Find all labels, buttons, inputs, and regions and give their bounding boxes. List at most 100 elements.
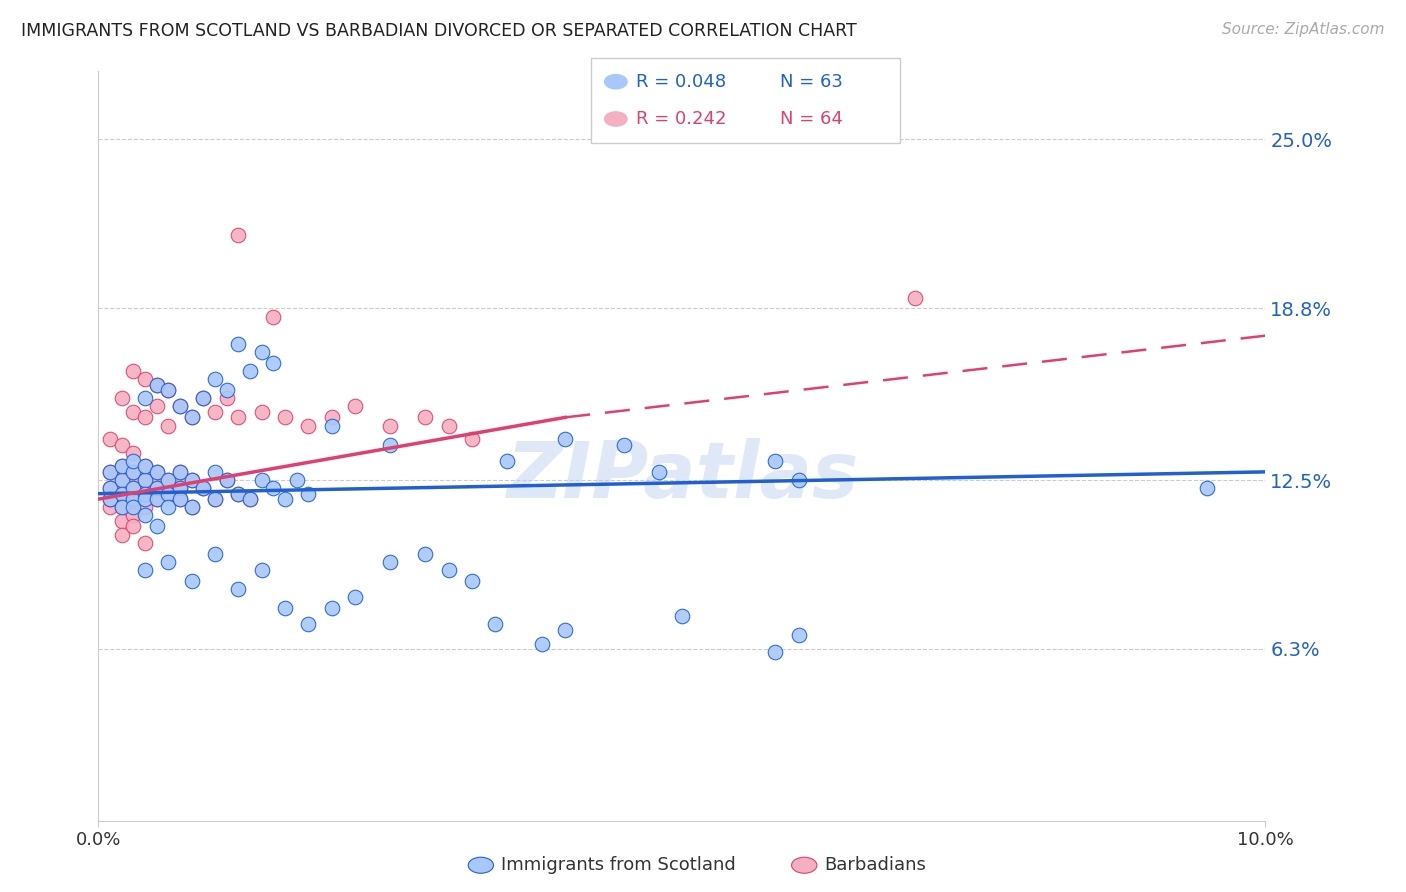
Point — [193, 481, 215, 495]
Text: Source: ZipAtlas.com: Source: ZipAtlas.com — [1222, 22, 1385, 37]
Point — [530, 636, 553, 650]
Point — [169, 492, 191, 507]
Point — [134, 492, 156, 507]
Point — [146, 400, 169, 414]
Point — [111, 473, 134, 487]
Point — [169, 465, 191, 479]
Point — [437, 418, 460, 433]
Point — [321, 601, 343, 615]
Point — [146, 481, 169, 495]
Point — [98, 481, 121, 495]
Point — [413, 410, 436, 425]
Point — [461, 432, 484, 446]
Point — [134, 459, 156, 474]
Point — [763, 645, 786, 659]
Point — [146, 492, 169, 507]
Point — [215, 392, 238, 406]
Text: Immigrants from Scotland: Immigrants from Scotland — [501, 856, 735, 874]
Point — [204, 492, 226, 507]
Point — [146, 465, 169, 479]
Point — [157, 473, 180, 487]
Point — [134, 372, 156, 386]
Point — [169, 492, 191, 507]
Point — [274, 410, 297, 425]
Point — [647, 465, 669, 479]
Point — [228, 410, 250, 425]
Point — [146, 465, 169, 479]
Point — [554, 623, 576, 637]
Point — [146, 377, 169, 392]
Point — [122, 446, 145, 460]
Point — [169, 465, 191, 479]
Point — [111, 437, 134, 451]
Text: R = 0.242: R = 0.242 — [636, 110, 725, 128]
Point — [169, 481, 191, 495]
Point — [297, 418, 319, 433]
Point — [180, 473, 202, 487]
Point — [297, 486, 319, 500]
Point — [239, 364, 262, 378]
Text: N = 64: N = 64 — [780, 110, 844, 128]
Point — [204, 492, 226, 507]
Point — [274, 492, 297, 507]
Point — [250, 345, 273, 359]
Point — [321, 410, 343, 425]
Point — [180, 410, 202, 425]
Point — [180, 574, 202, 588]
Point — [122, 492, 145, 507]
Point — [215, 473, 238, 487]
Point — [285, 473, 308, 487]
Point — [344, 591, 367, 605]
Point — [122, 364, 145, 378]
Point — [180, 410, 202, 425]
Point — [111, 392, 134, 406]
Point — [554, 432, 576, 446]
Point — [111, 500, 134, 515]
Point — [111, 459, 134, 474]
Point — [612, 437, 634, 451]
Point — [180, 473, 202, 487]
Point — [111, 486, 134, 500]
Point — [134, 392, 156, 406]
Point — [204, 465, 226, 479]
Point — [122, 465, 145, 479]
Text: R = 0.048: R = 0.048 — [636, 73, 725, 91]
Point — [122, 405, 145, 419]
Point — [321, 418, 343, 433]
Point — [413, 547, 436, 561]
Point — [763, 454, 786, 468]
Point — [157, 473, 180, 487]
Point — [122, 454, 145, 468]
Point — [437, 563, 460, 577]
Point — [98, 492, 121, 507]
Point — [180, 500, 202, 515]
Point — [146, 492, 169, 507]
Point — [98, 465, 121, 479]
Point — [169, 400, 191, 414]
Point — [484, 617, 506, 632]
Point — [787, 473, 810, 487]
Point — [297, 617, 319, 632]
Point — [111, 459, 134, 474]
Point — [157, 383, 180, 397]
Point — [262, 356, 284, 370]
Point — [461, 574, 484, 588]
Point — [98, 492, 121, 507]
Point — [134, 486, 156, 500]
Point — [146, 519, 169, 533]
Point — [215, 473, 238, 487]
Point — [111, 500, 134, 515]
Point — [111, 473, 134, 487]
Point — [193, 392, 215, 406]
Point — [98, 465, 121, 479]
Point — [169, 481, 191, 495]
Point — [904, 291, 927, 305]
Text: IMMIGRANTS FROM SCOTLAND VS BARBADIAN DIVORCED OR SEPARATED CORRELATION CHART: IMMIGRANTS FROM SCOTLAND VS BARBADIAN DI… — [21, 22, 856, 40]
Point — [380, 418, 402, 433]
Point — [134, 508, 156, 523]
Point — [134, 486, 156, 500]
Text: Barbadians: Barbadians — [824, 856, 925, 874]
Point — [134, 535, 156, 549]
Point — [228, 486, 250, 500]
Point — [98, 500, 121, 515]
